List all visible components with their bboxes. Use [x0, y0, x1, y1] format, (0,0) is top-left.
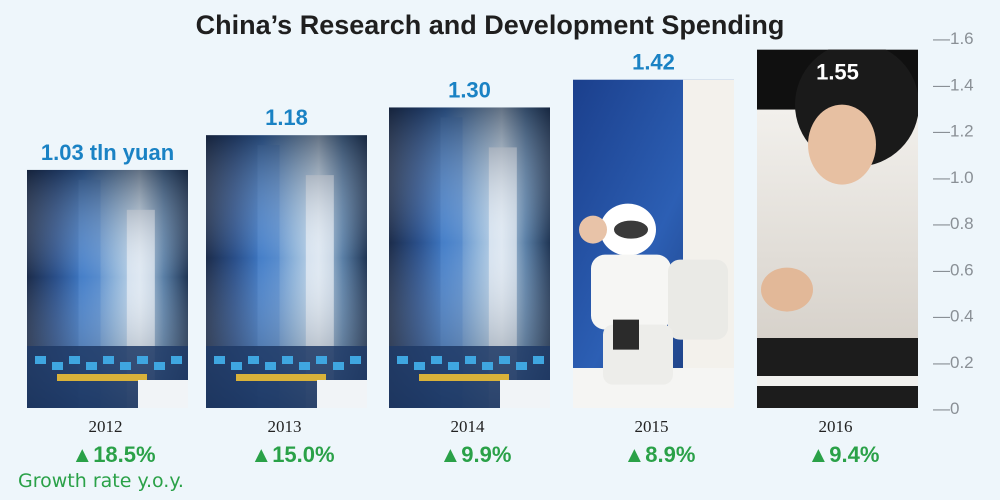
y-axis: —1.6 —1.4 —1.2 —1.0 —0.8 —0.6 —0.4 —0.2 —0: [933, 29, 974, 418]
year-label-2016: 2016: [819, 417, 853, 436]
year-label-2012: 2012: [89, 417, 123, 436]
value-label-2014: 1.30: [448, 77, 491, 102]
y-tick-label: —0.4: [933, 307, 974, 326]
year-label-2014: 2014: [451, 417, 486, 436]
value-label-2013: 1.18: [265, 105, 308, 130]
growth-label-2015: ▲8.9%: [624, 442, 696, 467]
y-tick-0.6: —0.6: [933, 260, 974, 279]
growth-labels-group: ▲18.5% ▲15.0% ▲9.9% ▲8.9% ▲9.4%: [71, 442, 879, 467]
year-labels-group: 2012 2013 2014 2015 2016: [89, 417, 853, 436]
y-tick-1.0: —1.0: [933, 168, 974, 187]
growth-label-2012: ▲18.5%: [71, 442, 155, 467]
value-label-2015: 1.42: [632, 50, 675, 75]
y-tick-label: —1.2: [933, 122, 974, 141]
value-labels-group: 1.03 tln yuan 1.18 1.30 1.42 1.55: [41, 50, 859, 165]
y-tick-label: —1.4: [933, 75, 974, 94]
growth-rate-note: Growth rate y.o.y.: [18, 470, 184, 492]
year-label-2013: 2013: [268, 417, 302, 436]
y-tick-1.2: —1.2: [933, 122, 974, 141]
growth-label-2014: ▲9.9%: [440, 442, 512, 467]
bar-2013: [206, 135, 367, 408]
y-tick-label: —0.8: [933, 214, 974, 233]
chart-title: China’s Research and Development Spendin…: [196, 10, 785, 40]
growth-label-2013: ▲15.0%: [250, 442, 334, 467]
value-label-2016: 1.55: [816, 60, 859, 85]
y-tick-1.6: —1.6: [933, 29, 974, 48]
value-label-2012: 1.03 tln yuan: [41, 140, 174, 165]
y-tick-label: —0.6: [933, 260, 974, 279]
bar-2016: [757, 49, 918, 408]
y-tick-label: —1.6: [933, 29, 974, 48]
y-tick-1.4: —1.4: [933, 75, 974, 94]
bar-2015: [573, 79, 734, 408]
y-tick-0.4: —0.4: [933, 307, 974, 326]
year-label-2015: 2015: [635, 417, 669, 436]
y-tick-0.8: —0.8: [933, 214, 974, 233]
bar-2014: [389, 107, 550, 408]
y-tick-0.2: —0.2: [933, 353, 974, 372]
y-tick-label: —1.0: [933, 168, 974, 187]
y-tick-label: —0: [933, 399, 959, 418]
growth-label-2016: ▲9.4%: [808, 442, 880, 467]
y-tick-label: —0.2: [933, 353, 974, 372]
y-tick-0: —0: [933, 399, 959, 418]
bar-2012: [27, 169, 188, 408]
bars-group: [27, 49, 918, 408]
